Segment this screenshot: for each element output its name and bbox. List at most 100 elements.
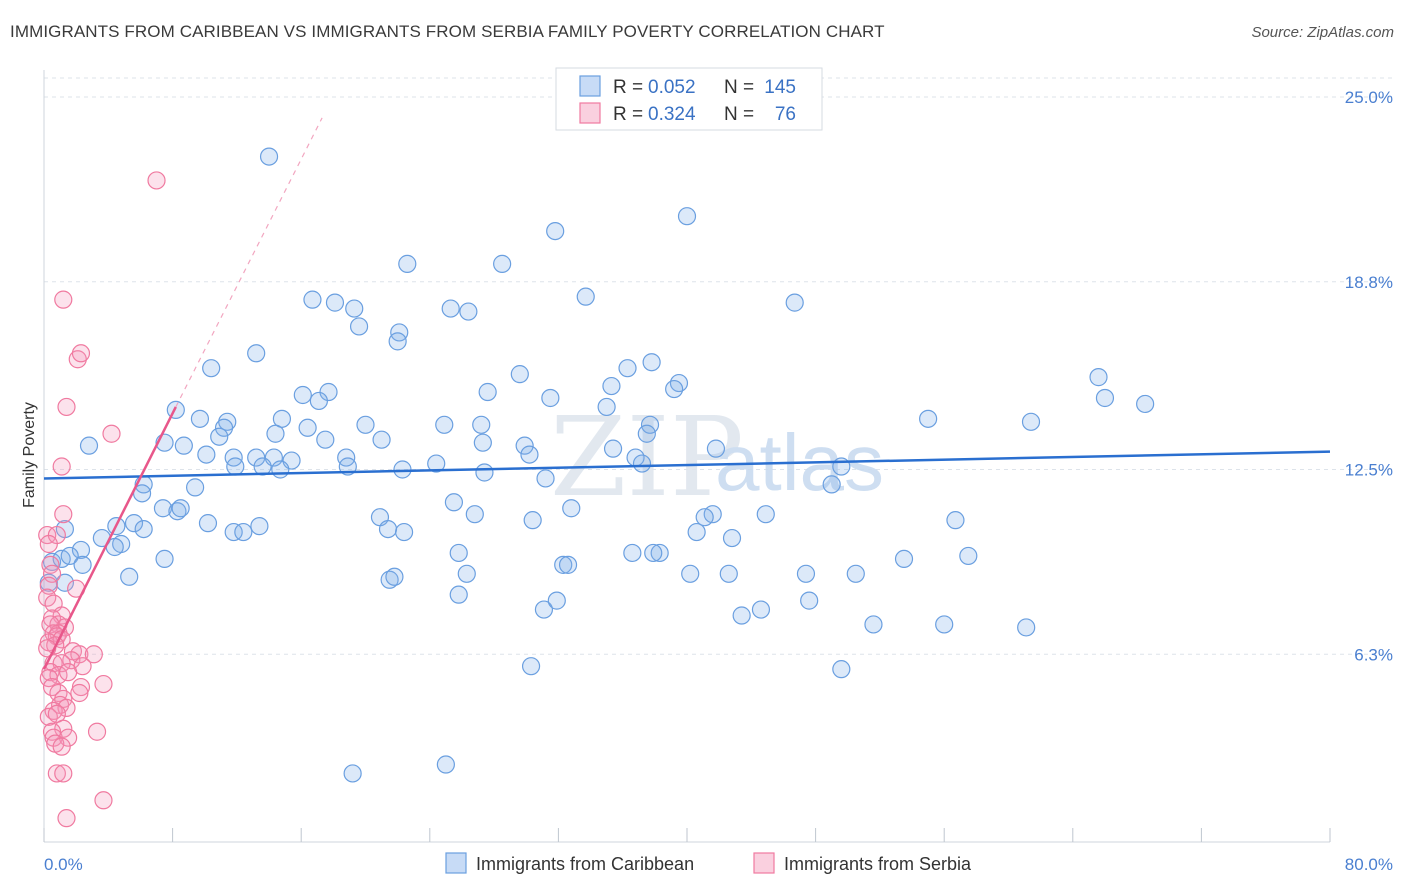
caribbean-point	[253, 457, 272, 476]
legend-label-caribbean: Immigrants from Caribbean	[476, 854, 694, 874]
caribbean-point	[356, 415, 375, 434]
serbia-point	[39, 534, 58, 554]
caribbean-point	[226, 457, 245, 476]
serbia-point	[52, 457, 71, 476]
caribbean-point	[796, 564, 816, 583]
serbia-trend-extension	[175, 117, 323, 408]
caribbean-point	[186, 478, 205, 497]
legend-swatch-caribbean	[579, 75, 601, 97]
serbia-point	[71, 344, 91, 363]
x-tick-labels: 0.0% 80.0%	[44, 855, 1393, 874]
serbia-point	[94, 791, 113, 810]
caribbean-point	[520, 445, 539, 464]
legend-swatch-serbia	[753, 852, 775, 874]
caribbean-point	[719, 564, 738, 583]
caribbean-point	[665, 379, 684, 399]
legend-r-value: 0.052	[648, 77, 696, 98]
caribbean-point	[60, 546, 79, 566]
caribbean-point	[478, 382, 497, 402]
caribbean-point	[1089, 368, 1108, 387]
y-tick-label: 25.0%	[1345, 88, 1393, 107]
serbia-point	[102, 424, 121, 443]
caribbean-point	[309, 391, 328, 411]
caribbean-point	[632, 454, 652, 473]
legend-r-label: R =	[613, 77, 643, 98]
serbia-point	[147, 171, 166, 190]
caribbean-point	[576, 287, 595, 306]
y-tick-label: 12.5%	[1345, 461, 1393, 480]
caribbean-point	[935, 615, 954, 634]
caribbean-point	[1017, 618, 1036, 637]
caribbean-trend-line	[43, 450, 1331, 480]
caribbean-point	[1095, 388, 1115, 408]
caribbean-point	[554, 555, 573, 574]
caribbean-point	[687, 522, 706, 542]
caribbean-point	[644, 543, 663, 563]
caribbean-point	[166, 400, 185, 419]
caribbean-point	[197, 445, 216, 464]
caribbean-point	[493, 254, 512, 273]
caribbean-point	[202, 359, 221, 378]
x-tick-label: 0.0%	[44, 855, 83, 874]
caribbean-point	[155, 549, 174, 569]
caribbean-point	[472, 415, 491, 434]
legend-r-label: R =	[613, 104, 643, 125]
serbia-point	[44, 701, 63, 720]
caribbean-point	[378, 519, 398, 539]
caribbean-point	[298, 418, 317, 437]
axes	[43, 70, 1331, 843]
caribbean-point	[120, 567, 139, 586]
series-legend: Immigrants from Caribbean Immigrants fro…	[445, 852, 972, 874]
caribbean-point	[473, 433, 492, 452]
caribbean-point	[343, 764, 362, 783]
caribbean-point	[171, 499, 190, 518]
caribbean-point	[316, 430, 335, 449]
trend-lines	[42, 117, 1331, 670]
caribbean-point	[441, 299, 460, 318]
correlation-legend: R = 0.052 N = 145 R = 0.324 N = 76	[555, 67, 823, 131]
caribbean-point	[602, 376, 621, 396]
legend-swatch-caribbean	[445, 852, 467, 874]
caribbean-point	[174, 436, 193, 455]
caribbean-point	[695, 508, 714, 527]
serbia-point	[54, 505, 73, 524]
caribbean-point	[224, 522, 243, 542]
caribbean-point	[515, 436, 534, 455]
caribbean-point	[449, 543, 468, 563]
y-tick-label: 18.8%	[1345, 273, 1393, 292]
legend-n-label: N =	[724, 104, 754, 125]
caribbean-point	[190, 409, 210, 428]
serbia-point	[52, 737, 71, 756]
caribbean-point	[394, 522, 414, 542]
caribbean-point	[562, 499, 581, 518]
caribbean-point	[521, 657, 541, 676]
legend-n-label: N =	[724, 77, 754, 98]
caribbean-point	[168, 502, 187, 521]
caribbean-point	[73, 555, 92, 574]
caribbean-point	[259, 147, 279, 166]
caribbean-point	[427, 454, 446, 473]
caribbean-point	[271, 460, 290, 479]
caribbean-point	[385, 567, 404, 586]
caribbean-point	[325, 293, 345, 312]
caribbean-point	[71, 540, 91, 560]
caribbean-point	[677, 207, 697, 226]
serbia-point	[84, 645, 103, 664]
y-tick-label: 6.3%	[1354, 645, 1393, 664]
caribbean-point	[681, 564, 700, 583]
caribbean-point	[541, 388, 560, 408]
caribbean-point	[393, 460, 412, 479]
caribbean-point	[732, 606, 751, 625]
caribbean-point	[79, 436, 99, 455]
caribbean-point	[756, 505, 775, 524]
caribbean-point	[198, 514, 218, 533]
caribbean-point	[722, 528, 742, 548]
caribbean-point	[457, 564, 476, 583]
caribbean-point	[864, 615, 883, 634]
grid-lines	[44, 77, 1395, 655]
caribbean-point	[465, 505, 484, 524]
serbia-point	[54, 764, 73, 783]
caribbean-point	[214, 418, 234, 437]
caribbean-point	[603, 439, 623, 458]
